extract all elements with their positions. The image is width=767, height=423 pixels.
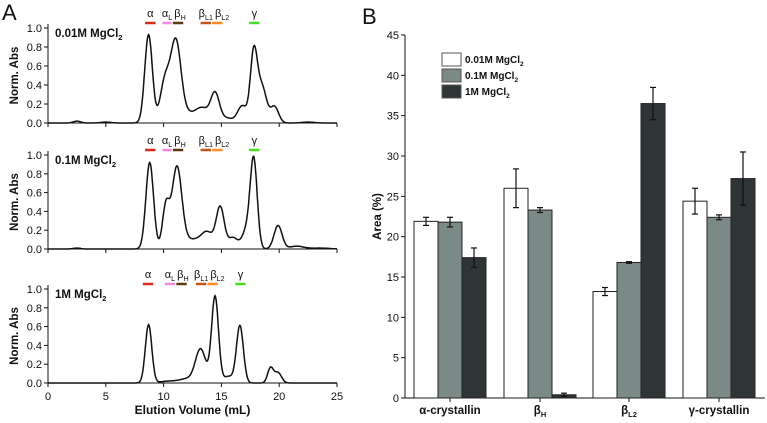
fraction-label-betaL2: βL2: [210, 269, 224, 283]
chromatogram-subplot: 0.0 0.2 0.4 0.6 0.8 1.0 Norm. Abs 0.1M MgCl2 α αL…: [9, 135, 338, 256]
legend: 0.01M MgCl2 0.1M MgCl2 1M MgCl2: [441, 52, 524, 100]
x-axis-label: Elution Volume (mL): [135, 403, 251, 417]
fraction-label-alpha: α: [147, 135, 154, 147]
y-tick-label: 0.8: [27, 303, 42, 315]
panel-label-a: A: [2, 0, 17, 25]
bar: [730, 178, 756, 399]
y-tick-label: 5: [393, 353, 399, 365]
bar: [706, 216, 732, 399]
y-tick-label: 0.4: [27, 340, 42, 352]
chromatogram-subplot: 0.0 0.2 0.4 0.6 0.8 1.0 Norm. Abs 0.01M MgCl2 α α…: [9, 8, 338, 130]
y-axis-label: Norm. Abs: [9, 47, 21, 105]
category-label: βH: [534, 405, 546, 419]
bar: [640, 103, 666, 399]
y-tick-label: 0.2: [27, 99, 42, 111]
y-tick-label: 0.0: [27, 378, 42, 390]
legend-swatch: [441, 68, 462, 83]
fraction-label-betaL1: βL1: [194, 269, 208, 283]
y-tick-label: 0.6: [27, 61, 42, 73]
y-tick-label: 1.0: [27, 23, 42, 35]
y-tick-label: 1.0: [27, 284, 42, 296]
y-tick-label: 15: [387, 272, 399, 284]
y-tick-label: 35: [387, 111, 399, 123]
fraction-label-betaH: βH: [177, 269, 189, 283]
fraction-label-betaL1: βL1: [199, 8, 213, 22]
y-tick-label: 45: [387, 30, 399, 42]
legend-swatch: [441, 84, 462, 99]
bar: [437, 221, 463, 399]
fraction-label-alpha: α: [145, 269, 152, 281]
y-axis-label: Norm. Abs: [9, 173, 21, 231]
bar: [682, 200, 708, 399]
y-tick-label: 20: [387, 232, 399, 244]
x-tick-label: 25: [331, 391, 343, 403]
fraction-label-betaL2: βL2: [215, 135, 229, 149]
subplot-title: 1M MgCl2: [55, 289, 106, 303]
bar: [413, 220, 439, 399]
chromatogram-trace: [48, 293, 337, 384]
bar: [503, 187, 529, 399]
fraction-label-betaL1: βL1: [199, 135, 213, 149]
chromatogram-trace: [48, 33, 337, 124]
y-axis-label: Area (%): [372, 193, 384, 240]
y-tick-label: 0.0: [27, 118, 42, 130]
y-tick-label: 0.6: [27, 188, 42, 200]
fraction-label-betaH: βH: [174, 135, 186, 149]
chromatogram-subplot: 0.0 0.2 0.4 0.6 0.8 1.0 0 5 10 15 20 25 Norm. Abs 1M …: [9, 269, 343, 403]
fraction-label-gamma: γ: [252, 135, 258, 147]
y-tick-label: 0.4: [27, 206, 42, 218]
y-tick-label: 0.2: [27, 359, 42, 371]
x-tick-label: 15: [215, 391, 227, 403]
fraction-label-alphaL: αL: [162, 135, 172, 149]
x-tick-label: 0: [45, 391, 51, 403]
fraction-label-gamma: γ: [252, 8, 258, 20]
bar: [527, 209, 553, 399]
fraction-label-betaH: βH: [174, 8, 186, 22]
y-tick-label: 0: [393, 393, 399, 405]
y-tick-label: 10: [387, 312, 399, 324]
category-label: βL2: [621, 405, 637, 419]
x-tick-label: 10: [157, 391, 169, 403]
y-tick-label: 0.0: [27, 244, 42, 256]
fraction-label-gamma: γ: [238, 269, 244, 281]
y-tick-label: 0.2: [27, 225, 42, 237]
fraction-label-betaL2: βL2: [215, 8, 229, 22]
category-label: γ-crystallin: [689, 405, 750, 417]
bar: [461, 257, 487, 399]
x-tick-label: 5: [103, 391, 109, 403]
subplot-title: 0.01M MgCl2: [55, 28, 122, 42]
x-tick-label: 20: [273, 391, 285, 403]
bar: [592, 291, 618, 399]
category-label: α-crystallin: [419, 405, 480, 417]
y-tick-label: 0.6: [27, 322, 42, 334]
y-tick-label: 0.8: [27, 42, 42, 54]
panel-b-bar-chart: 0 5 10 15 20 25 30 35 40 45 Area (%) α-crystallin βH…: [372, 30, 765, 419]
y-axis-label: Norm. Abs: [9, 307, 21, 365]
legend-label: 0.01M MgCl2: [465, 55, 524, 68]
fraction-label-alpha: α: [147, 8, 154, 20]
chromatogram-trace: [48, 155, 337, 250]
y-tick-label: 30: [387, 151, 399, 163]
panel-label-b: B: [362, 4, 377, 29]
y-tick-label: 0.4: [27, 80, 42, 92]
y-tick-label: 1.0: [27, 150, 42, 162]
y-tick-label: 40: [387, 70, 399, 82]
legend-swatch: [441, 52, 462, 67]
y-tick-label: 0.8: [27, 169, 42, 181]
bar: [616, 261, 642, 399]
fraction-label-alphaL: αL: [165, 269, 175, 283]
subplot-title: 0.1M MgCl2: [55, 155, 116, 169]
y-tick-label: 25: [387, 191, 399, 203]
legend-label: 0.1M MgCl2: [465, 71, 518, 84]
fraction-label-alphaL: αL: [162, 8, 172, 22]
legend-label: 1M MgCl2: [465, 87, 510, 100]
